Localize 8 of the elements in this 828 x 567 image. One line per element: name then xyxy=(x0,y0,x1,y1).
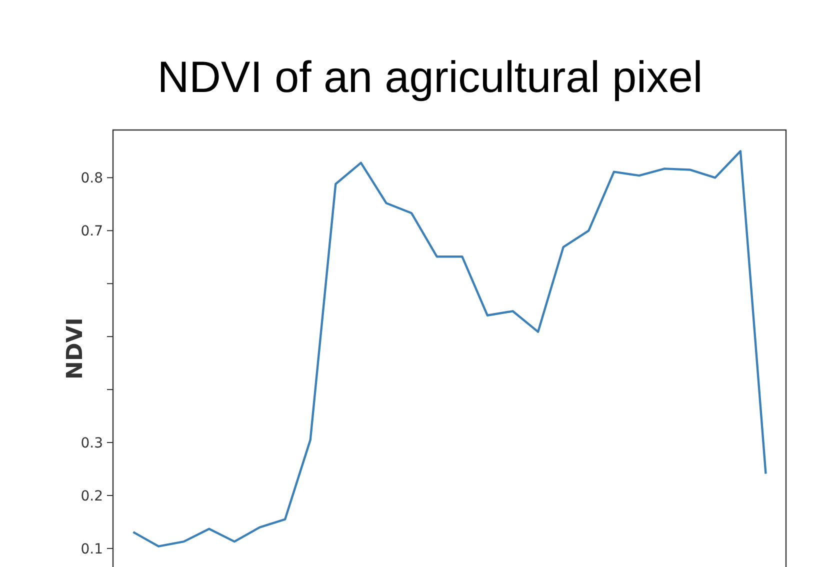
y-tick-label: 0.7 xyxy=(80,224,103,240)
chart-title: NDVI of an agricultural pixel xyxy=(157,53,703,102)
line-series xyxy=(132,150,767,548)
y-tick-label: 0.8 xyxy=(80,170,103,187)
y-axis-title: NDVI xyxy=(63,318,88,380)
y-tick-label: 0.3 xyxy=(80,435,103,452)
y-tick-label: 0.1 xyxy=(80,541,103,558)
y-tick-label: 0.2 xyxy=(80,488,103,504)
